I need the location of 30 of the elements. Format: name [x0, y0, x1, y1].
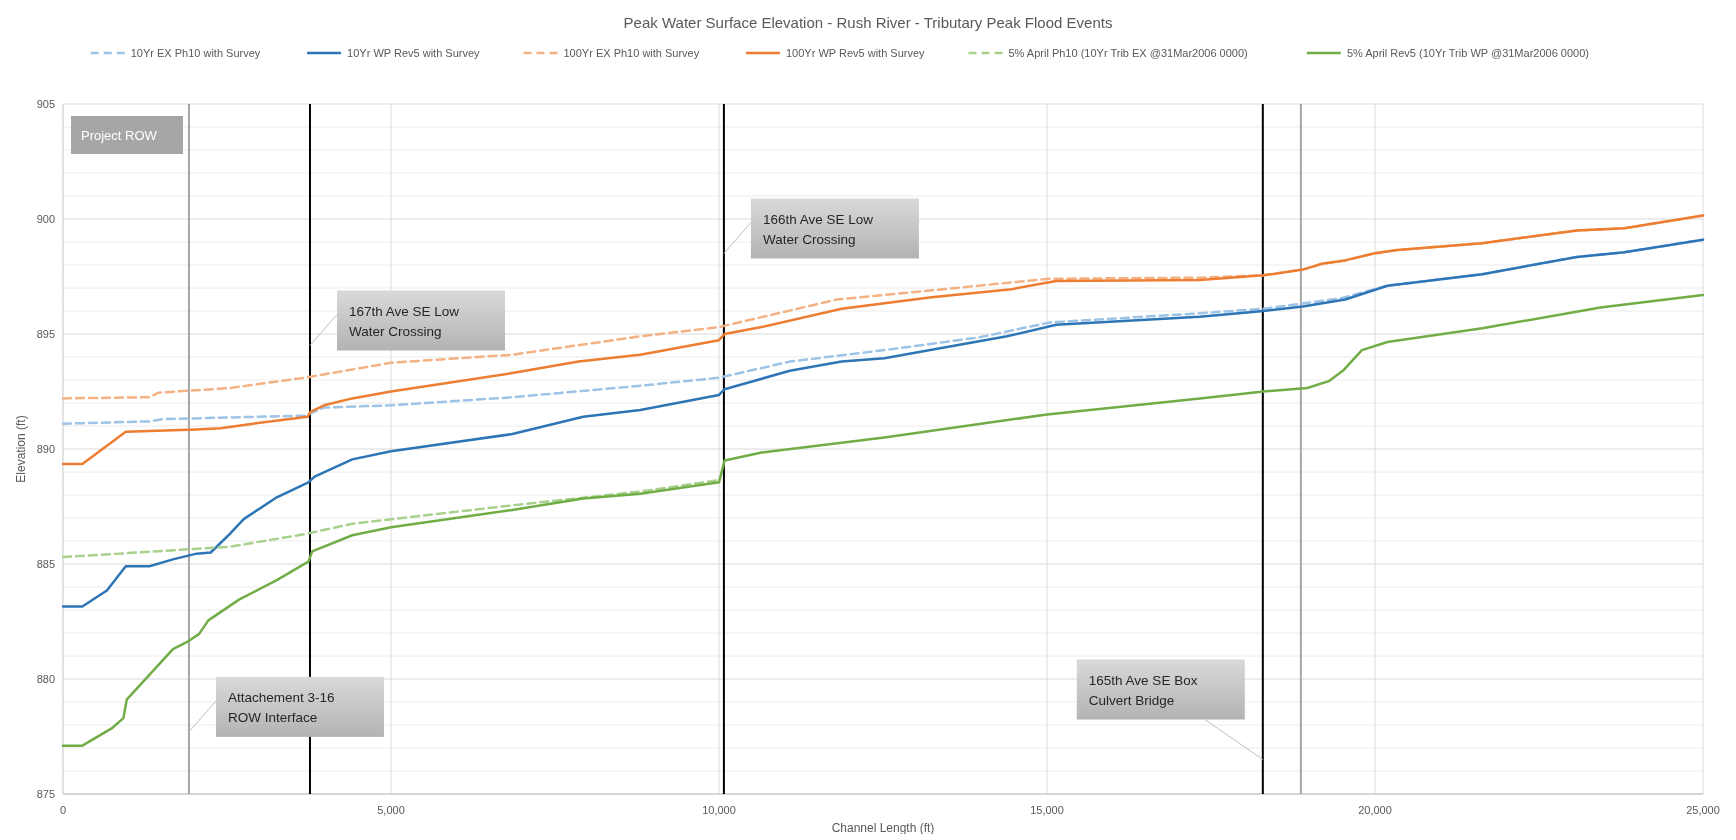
legend-label: 100Yr WP Rev5 with Survey — [786, 47, 926, 59]
y-tick-label: 875 — [36, 788, 55, 800]
annotation: 167th Ave SE Low Water Crossing — [348, 303, 460, 339]
y-tick-label: 880 — [36, 673, 55, 685]
y-tick-label: 900 — [36, 213, 55, 225]
legend-label: 100Yr EX Ph10 with Survey — [563, 47, 700, 59]
y-axis-title: Elevation (ft) — [14, 415, 28, 483]
line-series — [61, 214, 1705, 466]
x-tick-label: 20,000 — [1358, 804, 1392, 816]
legend-label: 10Yr EX Ph10 with Survey — [130, 47, 261, 59]
x-axis-title: Channel Length (ft) — [831, 821, 935, 835]
x-tick-label: 25,000 — [1686, 804, 1720, 816]
annotation: 166th Ave SE Low Water Crossing — [762, 211, 874, 247]
legend-label: 5% April Ph10 (10Yr Trib EX @31Mar2006 0000) — [1008, 47, 1248, 59]
legend-label: 5% April Rev5 (10Yr Trib WP @31Mar2006 0000) — [1346, 47, 1589, 59]
y-tick-label: 895 — [36, 328, 55, 340]
annotation: 165th Ave SE Box Culvert Bridge — [1088, 672, 1198, 708]
annotation: Project ROW — [81, 128, 158, 143]
y-tick-label: 905 — [36, 98, 55, 110]
chart-title: Peak Water Surface Elevation - Rush River - Tributary Peak Flood Events — [623, 14, 1113, 31]
line-series — [61, 293, 1705, 747]
x-tick-label: 15,000 — [1030, 804, 1064, 816]
label-box: Project ROW — [71, 116, 183, 154]
legend-label: 10Yr WP Rev5 with Survey — [347, 47, 481, 59]
x-tick-label: 0 — [59, 804, 67, 816]
x-tick-label: 10,000 — [702, 804, 736, 816]
y-tick-label: 890 — [36, 443, 55, 455]
y-tick-label: 885 — [36, 558, 55, 570]
x-tick-label: 5,000 — [377, 804, 405, 816]
annotation: Attachement 3-16 ROW Interface — [227, 689, 335, 725]
